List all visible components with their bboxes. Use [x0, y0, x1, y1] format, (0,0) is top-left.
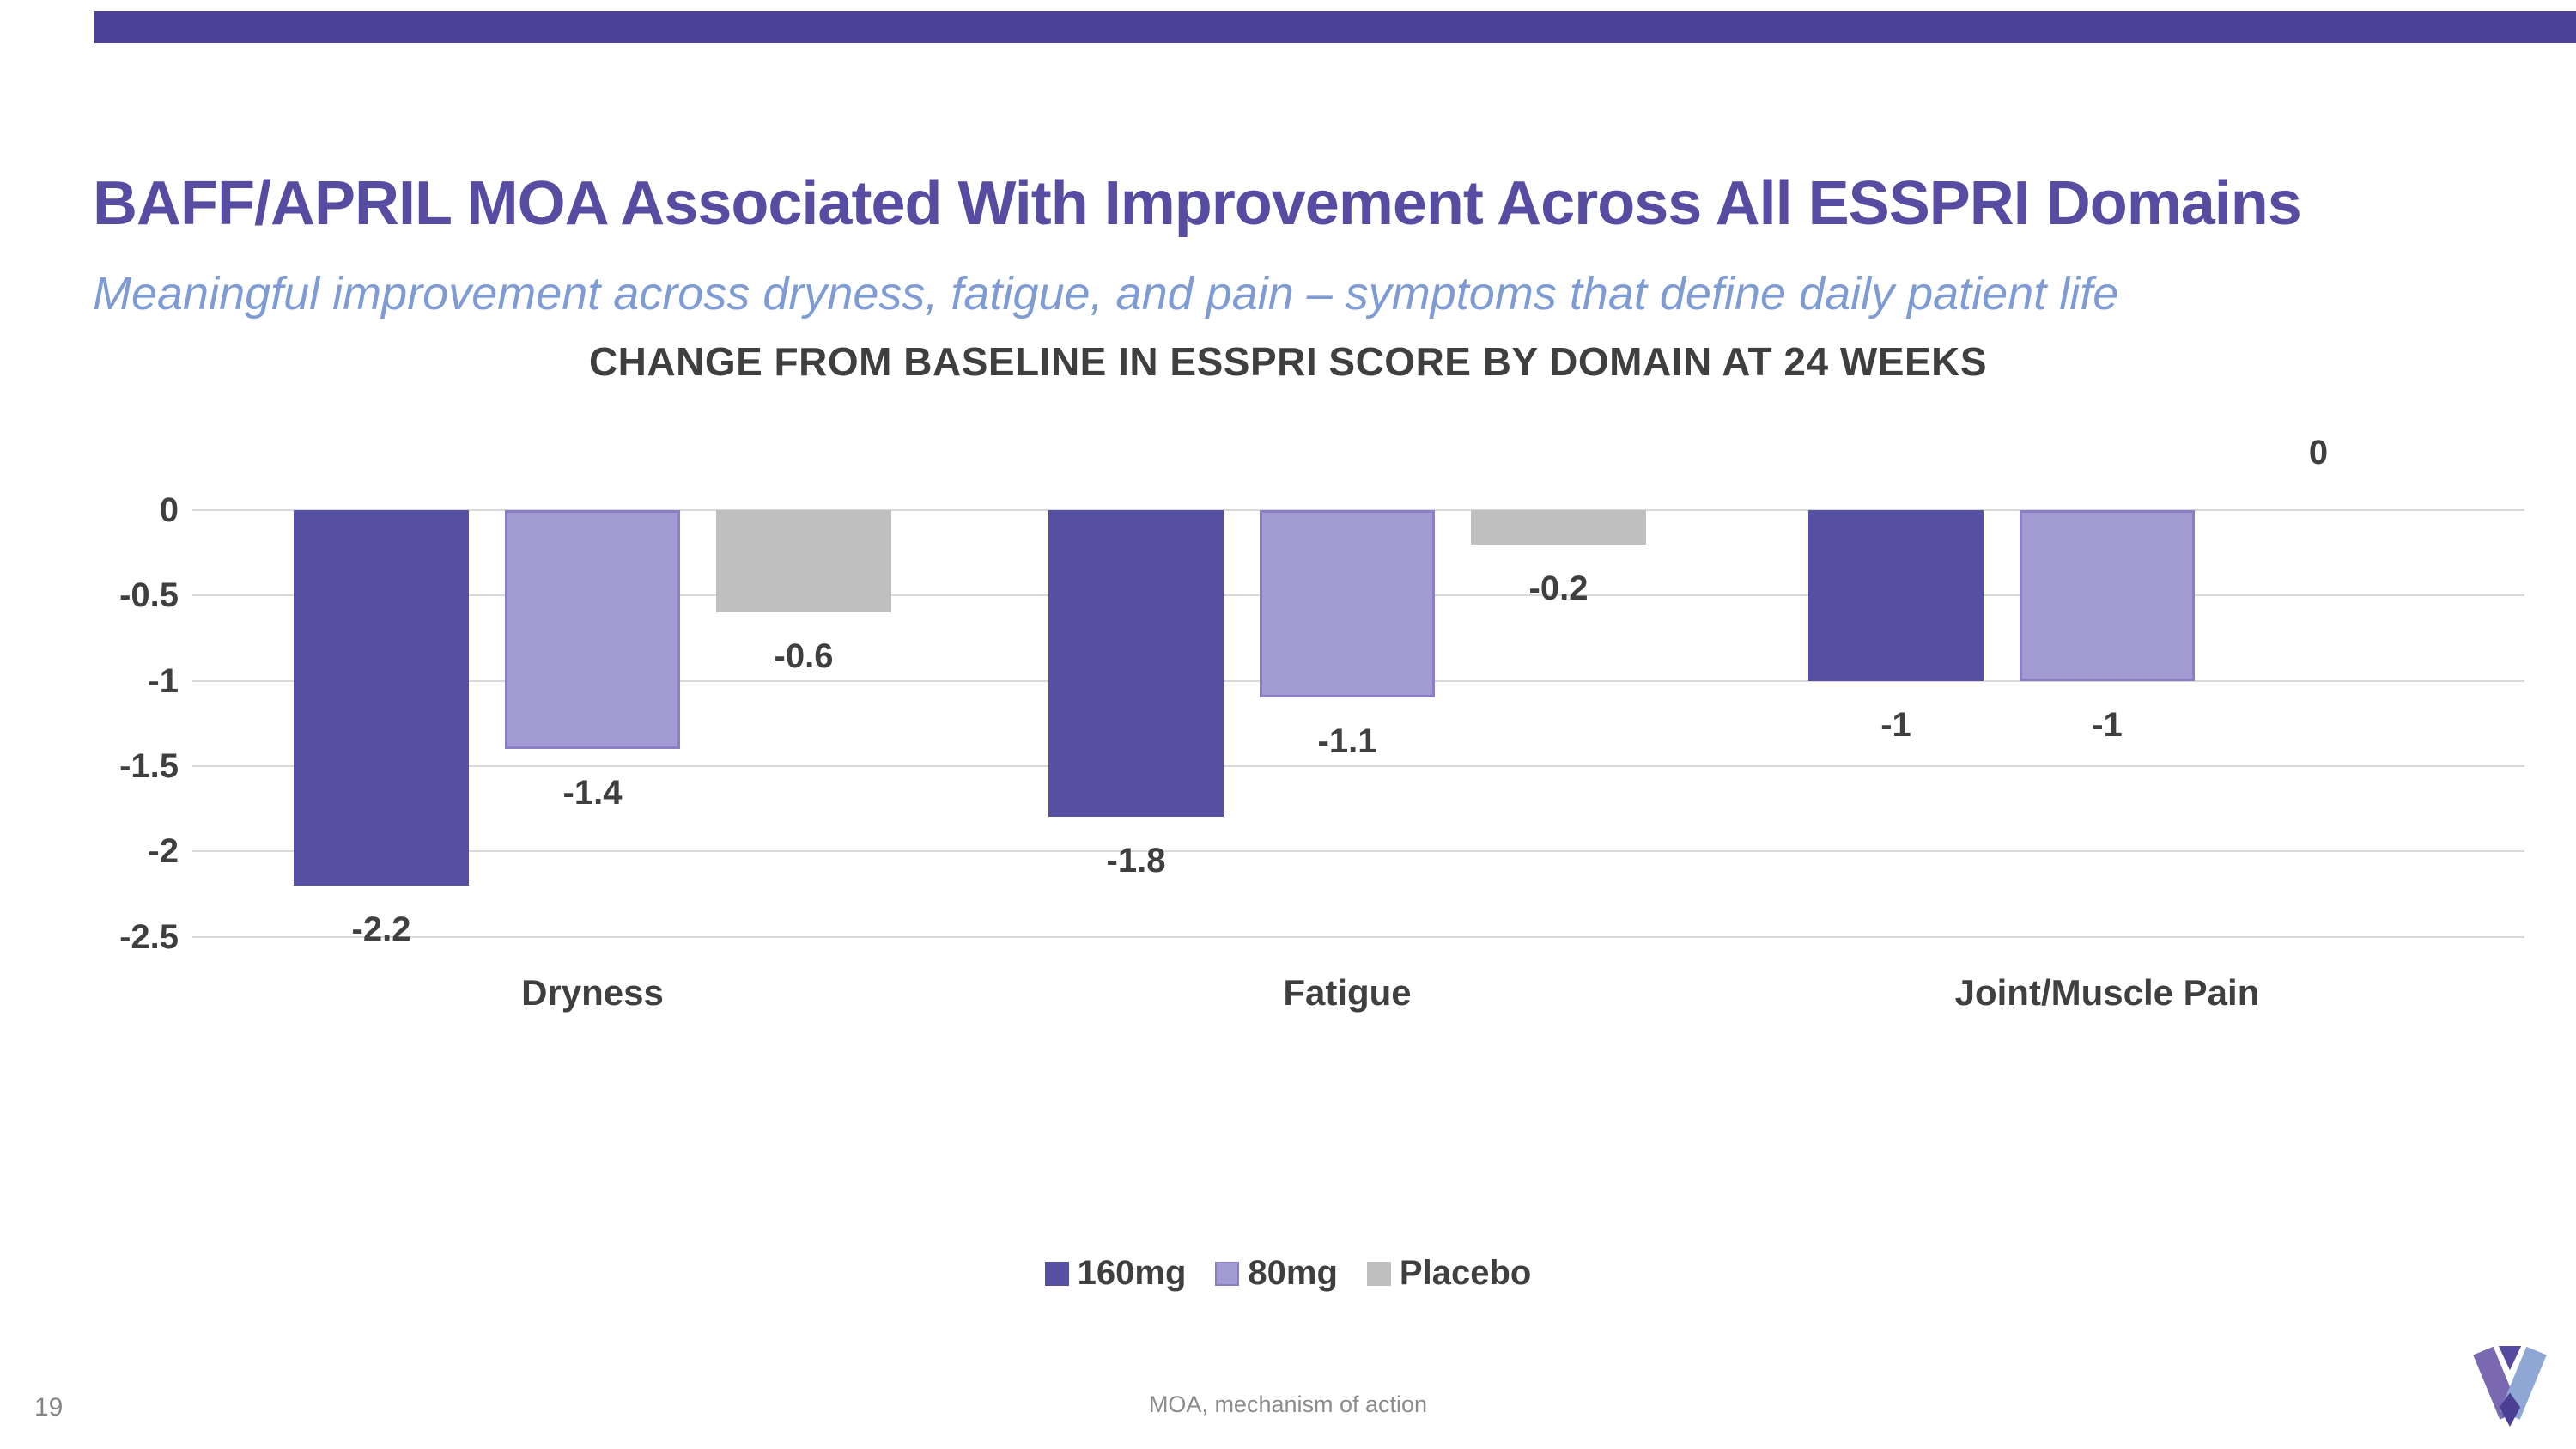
- value-label-160mg-Fatigue: -1.8: [1106, 842, 1166, 880]
- bar-80mg-Joint/Muscle Pain: [2020, 510, 2195, 681]
- value-label-80mg-Joint/Muscle Pain: -1: [2092, 705, 2123, 744]
- value-label-Placebo-Dryness: -0.6: [774, 637, 834, 676]
- gridline--2.5: [192, 935, 2524, 938]
- bar-Placebo-Fatigue: [1471, 510, 1646, 545]
- slide-title: BAFF/APRIL MOA Associated With Improveme…: [93, 169, 2302, 239]
- bar-80mg-Dryness: [505, 510, 680, 750]
- page-number: 19: [34, 1393, 64, 1422]
- legend-label-Placebo: Placebo: [1399, 1254, 1532, 1292]
- y-axis-tick-label: -0.5: [119, 576, 179, 615]
- chart-title: CHANGE FROM BASELINE IN ESSPRI SCORE BY …: [588, 339, 1988, 384]
- category-label-Fatigue: Fatigue: [1283, 972, 1412, 1013]
- legend-item-160mg: 160mg: [1044, 1254, 1187, 1293]
- bar-160mg-Joint/Muscle Pain: [1808, 510, 1984, 681]
- legend-item-80mg: 80mg: [1215, 1254, 1338, 1293]
- slide-subtitle: Meaningful improvement across dryness, f…: [93, 267, 2119, 320]
- category-label-Dryness: Dryness: [521, 972, 664, 1013]
- value-label-Placebo-Joint/Muscle Pain: 0: [2308, 434, 2329, 472]
- legend-swatch-160mg: [1044, 1261, 1069, 1286]
- legend-swatch-Placebo: [1366, 1261, 1391, 1286]
- y-axis-tick-label: 0: [159, 491, 179, 529]
- bar-Placebo-Dryness: [716, 510, 891, 613]
- bar-160mg-Fatigue: [1048, 510, 1224, 818]
- y-axis-tick-label: -2.5: [119, 917, 179, 956]
- chart-legend: 160mg 80mg Placebo: [0, 1254, 2576, 1293]
- value-label-Placebo-Fatigue: -0.2: [1528, 569, 1589, 607]
- gridline--2: [192, 850, 2524, 853]
- v-logo-icon: [2473, 1346, 2547, 1427]
- legend-label-80mg: 80mg: [1248, 1254, 1338, 1292]
- y-axis-tick-label: -1: [148, 661, 179, 700]
- legend-swatch-80mg: [1215, 1261, 1240, 1286]
- y-axis-tick-label: -2: [148, 832, 179, 871]
- value-label-160mg-Dryness: -2.2: [351, 910, 411, 948]
- top-accent-bar: [94, 11, 2576, 43]
- bar-80mg-Fatigue: [1260, 510, 1435, 698]
- y-axis-tick-label: -1.5: [119, 746, 179, 785]
- value-label-80mg-Dryness: -1.4: [562, 774, 623, 813]
- gridline--1.5: [192, 764, 2524, 767]
- legend-item-Placebo: Placebo: [1366, 1254, 1532, 1293]
- value-label-160mg-Joint/Muscle Pain: -1: [1880, 705, 1911, 744]
- legend-label-160mg: 160mg: [1077, 1254, 1187, 1292]
- bar-160mg-Dryness: [294, 510, 469, 886]
- category-label-Joint/Muscle Pain: Joint/Muscle Pain: [1954, 972, 2260, 1013]
- value-label-80mg-Fatigue: -1.1: [1317, 722, 1377, 761]
- footnote: MOA, mechanism of action: [1148, 1391, 1428, 1417]
